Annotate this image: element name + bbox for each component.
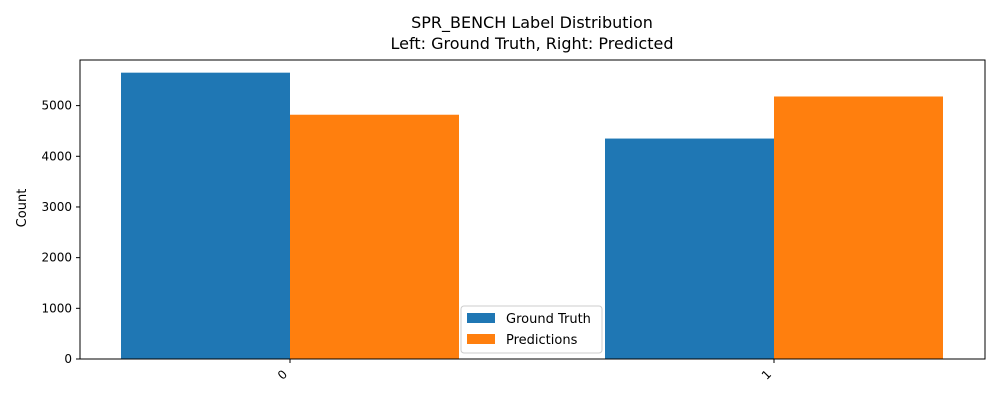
bar-ground-truth-cat-1 [605,138,774,359]
axes-layer [79,59,986,360]
plot-frame [79,59,986,360]
bar-predictions-cat-0 [290,114,459,359]
x-tick-label: 1 [759,367,774,382]
y-axis-label: Count [15,189,30,228]
chart-title-line1: SPR_BENCH Label Distribution [411,13,653,33]
y-tick-label: 5000 [41,99,72,113]
legend-swatch-ground-truth [467,313,495,323]
bar-predictions-cat-1 [774,96,943,360]
legend-swatch-predictions [467,334,495,344]
legend-box [460,305,603,354]
legend-label-predictions: Predictions [506,333,578,348]
y-tick-label: 4000 [41,149,72,163]
bar-ground-truth-cat-0 [121,72,290,359]
x-tick-label: 0 [275,367,290,382]
bars-layer [121,72,943,360]
legend: Ground Truth Predictions [460,305,603,354]
chart-title-line2: Left: Ground Truth, Right: Predicted [391,34,674,53]
legend-label-ground-truth: Ground Truth [506,312,591,327]
y-tick-label: 2000 [41,251,72,265]
y-tick-label: 3000 [41,200,72,214]
y-tick-label: 1000 [41,301,72,315]
y-tick-label: 0 [64,352,72,366]
